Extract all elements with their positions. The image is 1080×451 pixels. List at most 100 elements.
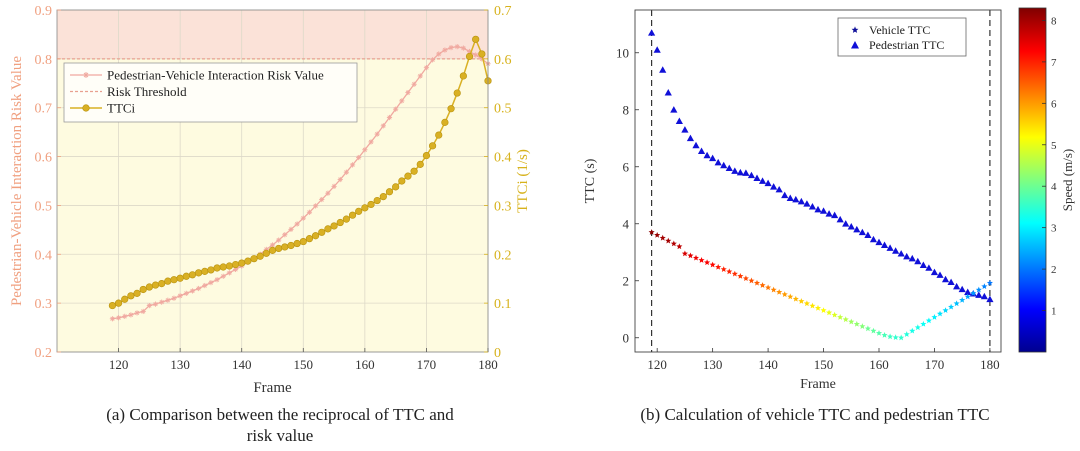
vehicle-ttc-point xyxy=(748,277,755,284)
pedestrian-ttc-point xyxy=(947,278,955,286)
vehicle-ttc-point xyxy=(698,257,705,263)
ttci-point xyxy=(465,52,474,61)
pedestrian-ttc-point xyxy=(797,197,805,205)
vehicle-ttc-point xyxy=(964,293,971,300)
legend-item: Pedestrian-Vehicle Interaction Risk Valu… xyxy=(70,68,324,83)
risk-zone-above-threshold xyxy=(57,10,488,59)
ttci-point xyxy=(244,257,252,265)
pedestrian-ttc-point xyxy=(853,225,861,233)
vehicle-ttc-point xyxy=(681,250,688,257)
x-tick-label: 120 xyxy=(109,357,129,372)
x-tick-label: 150 xyxy=(294,357,314,372)
pedestrian-ttc-point xyxy=(659,66,667,73)
chart-a-x-axis-label: Frame xyxy=(253,380,292,396)
risk-value-point xyxy=(288,226,294,232)
risk-value-point xyxy=(140,308,146,315)
pedestrian-ttc-point xyxy=(664,89,672,96)
ttci-point xyxy=(176,274,184,282)
vehicle-ttc-point xyxy=(948,303,955,310)
vehicle-ttc-point xyxy=(687,252,694,259)
vehicle-ttc-point xyxy=(704,259,711,266)
risk-value-point xyxy=(343,169,349,175)
right-y-tick-label: 0.3 xyxy=(494,199,512,214)
pedestrian-ttc-point xyxy=(914,257,922,265)
vehicle-ttc-point xyxy=(665,237,672,244)
pedestrian-ttc-point xyxy=(781,191,789,199)
ttci-point xyxy=(250,255,258,263)
pedestrian-ttc-point xyxy=(941,275,950,283)
vehicle-ttc-point xyxy=(692,254,700,261)
ttci-point xyxy=(312,232,320,240)
vehicle-ttc-point xyxy=(792,295,799,302)
pedestrian-ttc-point xyxy=(919,261,927,268)
ttci-point xyxy=(219,263,227,271)
ttci-point xyxy=(342,215,350,223)
ttci-point xyxy=(330,222,338,230)
chart-b-x-axis-label: Frame xyxy=(800,377,836,392)
legend-item: Pedestrian TTC xyxy=(851,38,944,52)
risk-value-point xyxy=(122,313,128,319)
pedestrian-ttc-point xyxy=(986,295,994,303)
vehicle-ttc-point xyxy=(659,234,666,241)
vehicle-ttc-point xyxy=(648,229,655,235)
x-tick-label: 130 xyxy=(170,357,190,372)
ttci-point xyxy=(478,50,486,58)
vehicle-ttc-point xyxy=(887,333,894,340)
vehicle-ttc-point xyxy=(842,316,849,323)
ttci-point xyxy=(379,193,387,201)
risk-value-point xyxy=(109,316,116,322)
risk-value-point xyxy=(380,123,386,129)
caption-b: (b) Calculation of vehicle TTC and pedes… xyxy=(640,405,990,424)
chart-b-x-ticks: 120 130 140 150 160 170 180 xyxy=(647,348,1000,372)
risk-value-point xyxy=(220,273,226,279)
vehicle-ttc-markers xyxy=(648,229,993,341)
chart-a-right-y-axis-label: TTCi (1/s) xyxy=(515,149,531,213)
vehicle-ttc-point xyxy=(814,304,822,311)
pedestrian-ttc-point xyxy=(770,183,778,190)
pedestrian-ttc-point xyxy=(864,231,872,239)
ttci-point xyxy=(182,272,190,280)
risk-value-point xyxy=(325,190,331,196)
ttci-point xyxy=(127,292,135,300)
vehicle-ttc-point xyxy=(826,309,833,316)
risk-value-point xyxy=(165,297,171,303)
pedestrian-ttc-point xyxy=(675,117,683,125)
vehicle-ttc-point xyxy=(759,282,766,288)
pedestrian-ttc-point xyxy=(897,250,905,257)
right-y-tick-label: 0.1 xyxy=(494,297,512,312)
risk-value-point xyxy=(152,301,159,307)
caption-a: (a) Comparison between the reciprocal of… xyxy=(40,404,520,446)
risk-value-point xyxy=(399,98,405,104)
pedestrian-ttc-point xyxy=(903,252,911,260)
legend-item: Risk Threshold xyxy=(70,84,187,99)
x-tick-label: 160 xyxy=(869,357,889,372)
pedestrian-ttc-point xyxy=(775,185,783,193)
risk-value-point xyxy=(300,215,306,221)
ttci-point xyxy=(145,283,153,291)
pedestrian-ttc-point xyxy=(753,174,761,182)
risk-value-point xyxy=(337,176,343,183)
pedestrian-ttc-point xyxy=(930,268,939,276)
pedestrian-ttc-point xyxy=(653,46,661,53)
risk-value-point xyxy=(331,183,337,189)
pedestrian-ttc-point xyxy=(714,158,722,166)
right-y-tick-label: 0.6 xyxy=(494,53,512,68)
ttci-point xyxy=(108,301,117,310)
risk-value-point xyxy=(183,290,189,296)
ttci-point xyxy=(299,237,307,246)
ttci-point xyxy=(472,35,480,43)
ttci-point xyxy=(318,228,326,236)
risk-value-point xyxy=(269,242,276,248)
x-tick-label: 170 xyxy=(925,357,945,372)
risk-value-point xyxy=(177,293,183,299)
risk-value-point xyxy=(171,295,177,301)
ttci-point xyxy=(207,266,215,274)
risk-value-point xyxy=(159,299,165,305)
pedestrian-ttc-point xyxy=(880,241,889,249)
pedestrian-ttc-point xyxy=(725,164,733,172)
pedestrian-ttc-point xyxy=(825,210,833,217)
colorbar-label: Speed (m/s) xyxy=(1060,149,1075,211)
pedestrian-ttc-point xyxy=(758,177,767,184)
risk-value-point xyxy=(146,302,152,309)
